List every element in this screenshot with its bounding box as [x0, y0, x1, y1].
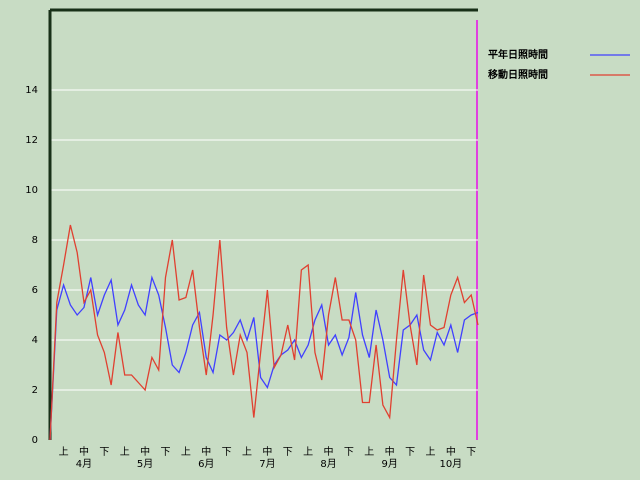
x-tick-label: 下 — [344, 447, 354, 458]
month-label: 8月 — [320, 458, 336, 470]
x-tick-label: 下 — [283, 447, 293, 458]
x-tick-label: 中 — [79, 445, 89, 458]
x-tick-label: 中 — [324, 445, 334, 458]
x-tick-label: 上 — [303, 446, 313, 458]
x-tick-label: 下 — [405, 447, 415, 458]
x-tick-label: 下 — [99, 447, 109, 458]
x-tick-label: 上 — [181, 446, 191, 458]
x-tick-label: 中 — [446, 445, 456, 458]
series-line — [49, 275, 479, 441]
y-tick-label: 6 — [32, 285, 38, 296]
x-tick-label: 上 — [425, 446, 435, 458]
x-tick-label: 上 — [242, 446, 252, 458]
x-tick-label: 中 — [140, 445, 150, 458]
legend-label: 平年日照時間 — [488, 48, 548, 61]
x-tick-label: 中 — [385, 445, 395, 458]
month-label: 4月 — [76, 458, 92, 470]
month-label: 6月 — [198, 458, 214, 470]
x-tick-label: 上 — [120, 446, 130, 458]
x-tick-label: 下 — [466, 447, 476, 458]
x-tick-label: 上 — [59, 446, 69, 458]
y-tick-label: 0 — [32, 435, 38, 446]
y-tick-label: 8 — [32, 235, 38, 246]
y-tick-label: 4 — [32, 335, 38, 346]
x-tick-label: 中 — [262, 445, 272, 458]
x-tick-label: 下 — [222, 447, 232, 458]
x-tick-label: 上 — [364, 446, 374, 458]
y-tick-label: 2 — [32, 385, 38, 396]
month-label: 10月 — [439, 458, 462, 470]
series-line — [49, 224, 479, 441]
month-label: 9月 — [381, 458, 397, 470]
month-label: 5月 — [137, 458, 153, 470]
y-tick-label: 14 — [25, 85, 38, 96]
x-tick-label: 下 — [160, 447, 170, 458]
x-tick-label: 中 — [201, 445, 211, 458]
y-tick-label: 12 — [25, 135, 38, 146]
y-tick-label: 10 — [25, 185, 38, 196]
month-label: 7月 — [259, 458, 275, 470]
legend-label: 移動日照時間 — [488, 68, 548, 81]
